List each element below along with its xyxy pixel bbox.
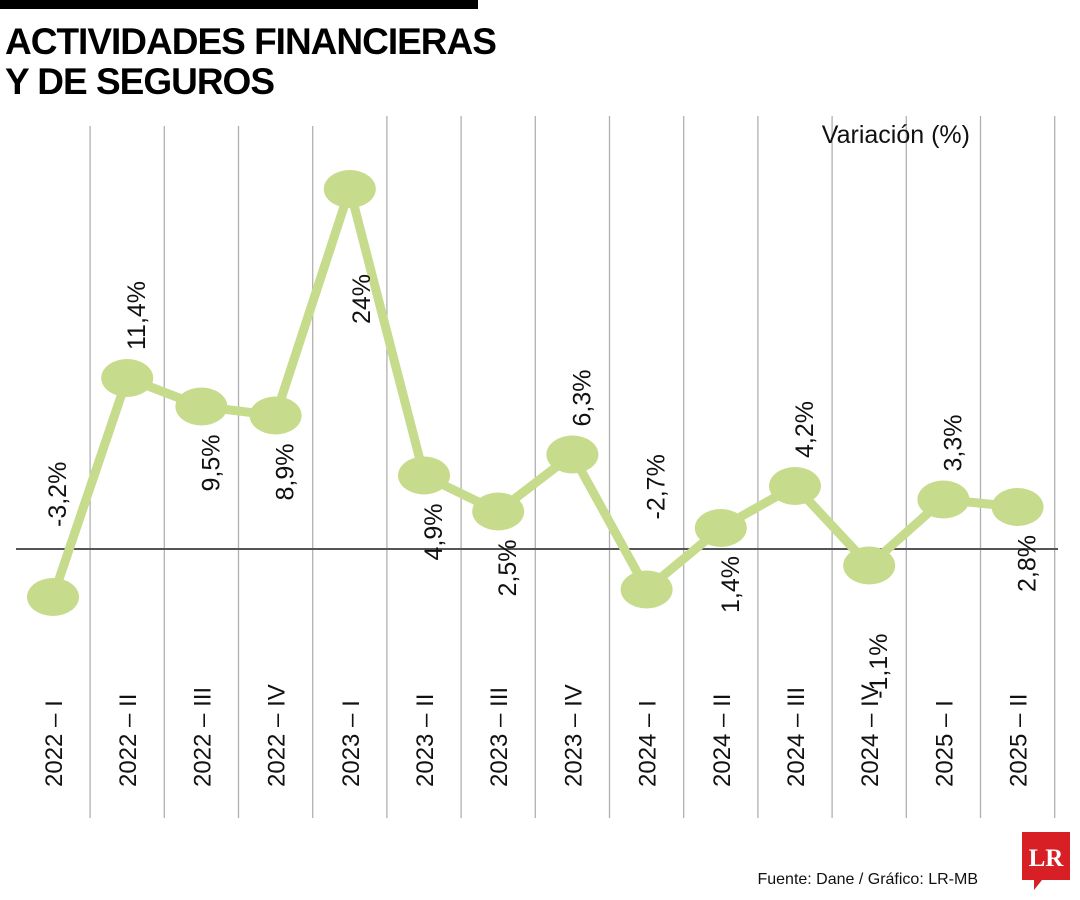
data-label: -3,2% bbox=[44, 462, 72, 527]
data-label: 4,9% bbox=[420, 504, 448, 561]
lr-logo-badge bbox=[1022, 832, 1070, 890]
data-point bbox=[472, 492, 525, 531]
data-label: 2,5% bbox=[494, 540, 522, 597]
x-tick-label: 2025 – II bbox=[1006, 694, 1033, 787]
x-tick-label: 2023 – II bbox=[412, 694, 439, 787]
data-point bbox=[101, 359, 154, 397]
data-point bbox=[843, 546, 896, 585]
x-tick-label: 2025 – I bbox=[931, 700, 958, 787]
data-point bbox=[323, 170, 376, 208]
chart-title: ACTIVIDADES FINANCIERAS Y DE SEGUROS bbox=[5, 21, 497, 102]
data-label: 2,8% bbox=[1014, 535, 1042, 592]
x-tick-label: 2022 – I bbox=[41, 700, 68, 787]
data-label: 11,4% bbox=[123, 281, 151, 350]
x-tick-label: 2023 – IV bbox=[560, 684, 587, 787]
data-point bbox=[249, 396, 302, 435]
lr-logo: LR bbox=[1022, 832, 1070, 890]
title-top-rule bbox=[0, 0, 478, 9]
data-label: -1,1% bbox=[865, 634, 893, 699]
x-tick-label: 2022 – II bbox=[115, 694, 142, 787]
x-tick-label: 2023 – I bbox=[338, 700, 365, 787]
data-label: 9,5% bbox=[197, 435, 225, 492]
data-label: -2,7% bbox=[643, 454, 671, 519]
x-tick-label: 2022 – III bbox=[189, 687, 216, 787]
data-point bbox=[398, 456, 450, 495]
data-point bbox=[769, 467, 821, 505]
lr-logo-text: LR bbox=[1029, 845, 1065, 872]
data-points bbox=[27, 170, 1044, 616]
data-label: 3,3% bbox=[939, 415, 967, 472]
x-tick-label: 2024 – I bbox=[635, 700, 662, 787]
source-note: Fuente: Dane / Gráfico: LR-MB bbox=[757, 871, 978, 888]
chart-title-line-2: Y DE SEGUROS bbox=[5, 61, 275, 102]
data-point bbox=[620, 570, 673, 609]
data-point bbox=[546, 435, 599, 474]
x-tick-label: 2024 – IV bbox=[857, 684, 884, 787]
data-point bbox=[917, 480, 970, 519]
data-label: 8,9% bbox=[272, 444, 300, 501]
x-tick-label: 2023 – III bbox=[486, 687, 513, 787]
data-point bbox=[175, 387, 228, 426]
data-point bbox=[27, 578, 79, 616]
x-tick-label: 2024 – III bbox=[783, 687, 810, 787]
data-label: 1,4% bbox=[717, 556, 745, 613]
data-label: 6,3% bbox=[568, 370, 596, 427]
data-labels: -3,2% 11,4% 9,5% 8,9% 24% 4,9% 2,5% 6,3% -2,7% 1,… bbox=[44, 274, 1042, 699]
data-label: 24% bbox=[348, 274, 376, 324]
grid-layer bbox=[89, 116, 1056, 818]
data-point bbox=[991, 488, 1044, 526]
y-axis-label: Variación (%) bbox=[822, 121, 970, 149]
x-tick-label: 2024 – II bbox=[709, 694, 736, 787]
x-tick-label: 2022 – IV bbox=[264, 684, 291, 787]
data-label: 4,2% bbox=[791, 401, 819, 458]
x-tick-labels: 2022 – I 2022 – II 2022 – III 2022 – IV 2023… bbox=[41, 684, 1033, 787]
chart-title-line-1: ACTIVIDADES FINANCIERAS bbox=[5, 21, 497, 62]
data-point bbox=[694, 509, 747, 547]
